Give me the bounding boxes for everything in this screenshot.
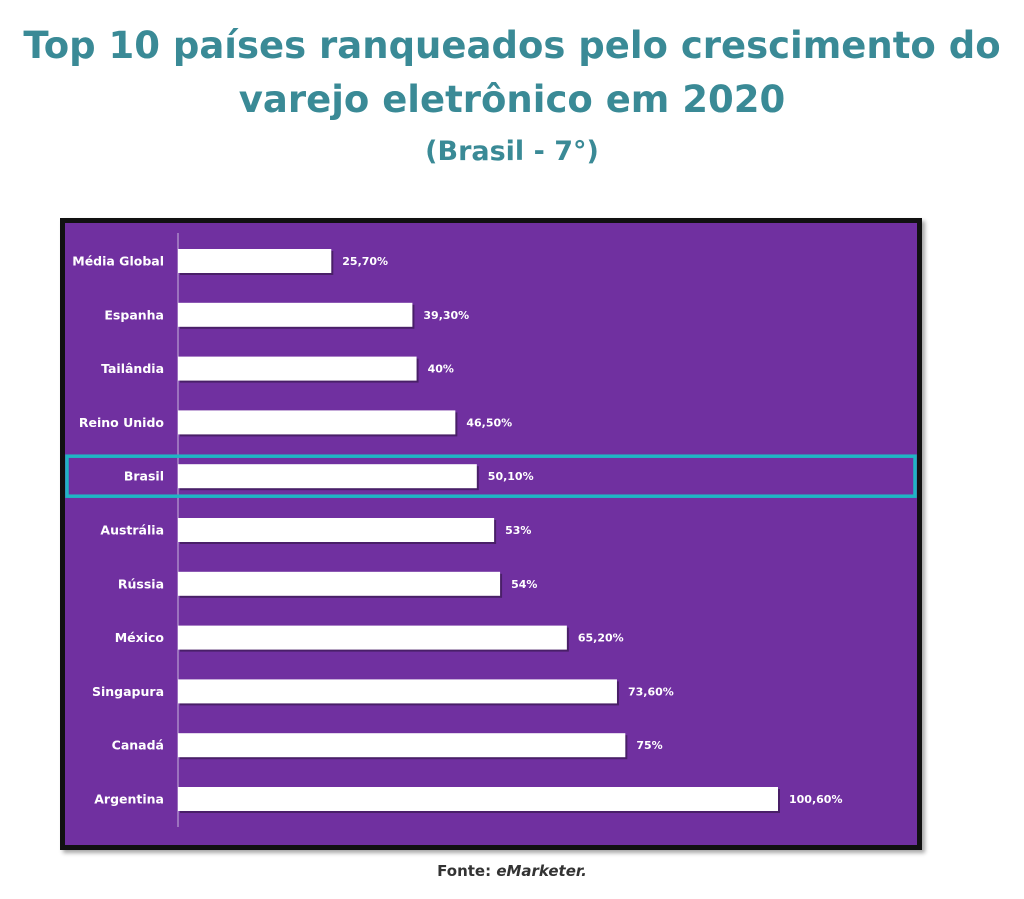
data-label: 73,60%	[628, 685, 674, 698]
bar	[178, 518, 495, 542]
y-tick-label: Singapura	[92, 684, 164, 699]
bar	[178, 787, 778, 811]
data-label: 39,30%	[423, 309, 469, 322]
bar-chart: Média Global 25,70% Espanha 39,30% Tailândia…	[65, 233, 917, 827]
y-tick-label: Média Global	[72, 254, 164, 269]
y-tick-label: México	[115, 630, 165, 645]
bar	[178, 625, 567, 650]
bar	[178, 356, 417, 381]
data-label: 53%	[505, 524, 531, 537]
source-note: Fonte: eMarketer.	[0, 862, 1024, 880]
bar	[178, 571, 501, 596]
data-label: 40%	[428, 363, 454, 376]
bar	[178, 733, 626, 758]
data-label: 25,70%	[342, 255, 388, 268]
chart-title-line-1: Top 10 países ranqueados pelo cresciment…	[23, 24, 1001, 67]
y-tick-label: Rússia	[118, 576, 164, 591]
highlight-box	[65, 454, 917, 498]
y-tick-label: Austrália	[100, 523, 164, 538]
bar	[178, 249, 332, 273]
data-label: 54%	[511, 578, 537, 591]
y-tick-label: Tailândia	[101, 361, 164, 376]
source-label: Fonte:	[437, 862, 497, 880]
chart-title-line-2: varejo eletrônico em 2020	[238, 78, 786, 121]
source-name: eMarketer.	[496, 862, 587, 880]
data-label: 100,60%	[789, 793, 842, 806]
y-tick-label: Canadá	[112, 738, 164, 753]
data-label: 75%	[636, 739, 662, 752]
bar	[178, 302, 413, 327]
data-label: 50,10%	[488, 470, 534, 483]
data-label: 46,50%	[466, 416, 512, 429]
chart-frame: Média Global 25,70% Espanha 39,30% Tailândia…	[60, 218, 922, 850]
y-tick-label: Reino Unido	[79, 415, 165, 430]
y-tick-label: Espanha	[104, 307, 164, 322]
bar	[178, 464, 477, 489]
chart-subtitle: (Brasil - 7°)	[425, 136, 599, 167]
bar	[178, 410, 456, 435]
bar	[178, 679, 617, 704]
y-tick-label: Argentina	[94, 792, 164, 807]
data-label: 65,20%	[578, 632, 624, 645]
y-tick-label: Brasil	[124, 469, 164, 484]
